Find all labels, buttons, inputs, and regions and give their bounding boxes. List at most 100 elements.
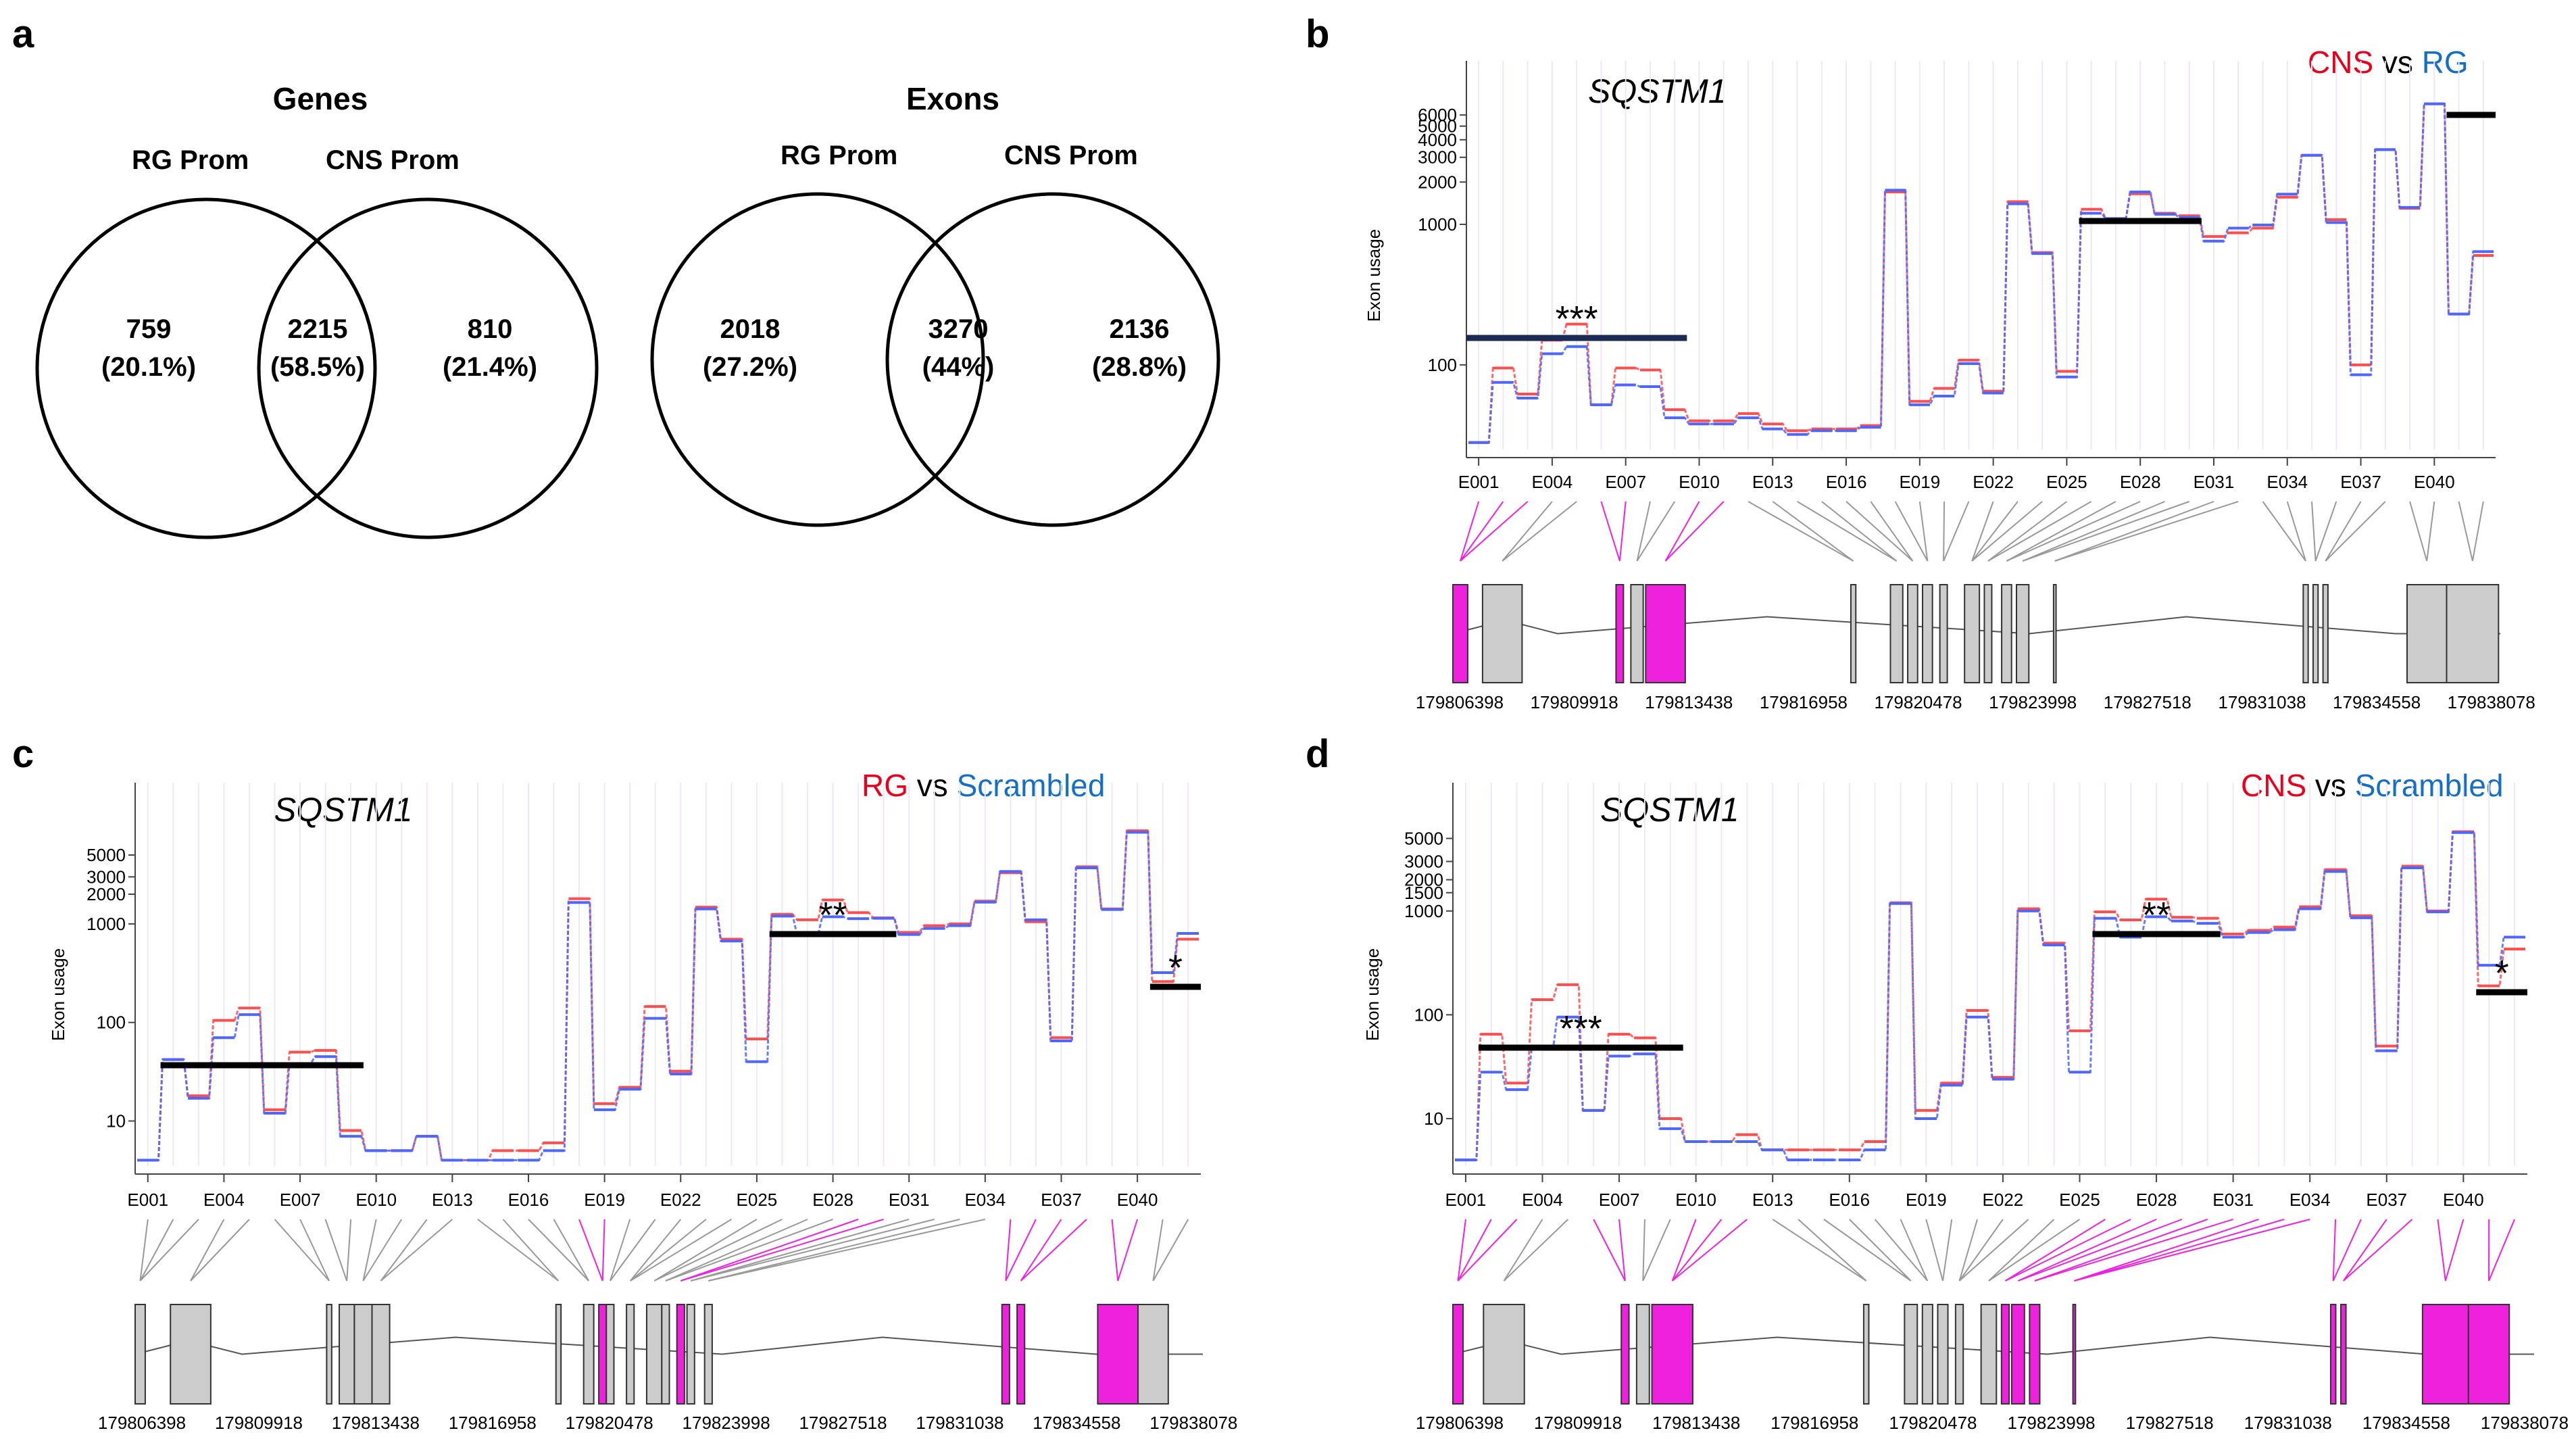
exon-connector <box>346 1219 352 1282</box>
exon-connector <box>139 1219 149 1282</box>
exon-box <box>371 1304 391 1405</box>
exon-box <box>1980 1304 1998 1405</box>
genomic-coordinate-label: 179806398 <box>98 1413 186 1433</box>
x-tick-label: E037 <box>1041 1190 1082 1210</box>
x-tick-label: E028 <box>812 1190 853 1210</box>
y-tick-label: 5000 <box>1404 828 1443 848</box>
significance-label: ** <box>819 895 847 935</box>
exon-box <box>1862 1304 1870 1405</box>
genomic-coordinate-label: 179831038 <box>916 1413 1004 1433</box>
x-tick-label: E001 <box>1458 472 1500 492</box>
exon-box <box>326 1304 332 1405</box>
exon-connector <box>2325 501 2362 562</box>
exon-box <box>583 1304 595 1405</box>
venn-exons-right-circle <box>885 192 1220 527</box>
venn-exons-left-count: 2018 <box>720 314 781 344</box>
x-tick-label: E016 <box>508 1190 549 1210</box>
x-tick-label: E040 <box>1117 1190 1158 1210</box>
exon-connector <box>2286 501 2306 562</box>
exon-connector <box>1988 1219 2055 1282</box>
exon-connector <box>680 1219 859 1282</box>
genomic-coordinate-label: 179831038 <box>2218 692 2306 712</box>
exon-connector <box>609 1219 631 1282</box>
exon-connector <box>2022 501 2190 562</box>
x-tick-label: E040 <box>2414 472 2455 492</box>
comparison-second: Scrambled <box>2355 768 2504 803</box>
exon-connector <box>690 1219 910 1282</box>
venn-exons-title: Exons <box>906 81 999 116</box>
exon-box <box>2446 584 2500 683</box>
significance-label: *** <box>1560 1008 1602 1049</box>
exon-connector <box>1894 501 1929 562</box>
y-tick-label: 100 <box>97 1013 126 1033</box>
venn-genes-both-pct: (58.5%) <box>270 352 365 382</box>
panel-label-c: c <box>12 732 34 776</box>
exon-connector <box>1111 1219 1119 1282</box>
exon-connector <box>1772 501 1854 562</box>
venn-genes-right-circle <box>257 197 599 539</box>
exon-connector <box>1502 501 1553 562</box>
exon-box <box>1889 584 1904 683</box>
exon-connector <box>630 1219 732 1282</box>
x-tick-label: E025 <box>737 1190 778 1210</box>
series-line-rg <box>137 829 1199 1162</box>
y-tick-label: 2000 <box>86 884 126 904</box>
exon-box <box>134 1304 146 1405</box>
x-tick-label: E025 <box>2059 1190 2100 1210</box>
exon-connector <box>2074 1219 2259 1282</box>
exon-connector <box>2332 1219 2337 1282</box>
exon-connector <box>2332 1219 2362 1282</box>
significance-label: * <box>1168 948 1183 988</box>
x-tick-label: E004 <box>1532 472 1573 492</box>
exon-connector <box>139 1219 174 1282</box>
y-tick-label: 5000 <box>86 845 126 865</box>
exon-box <box>2302 584 2309 683</box>
exon-box <box>686 1304 695 1405</box>
exon-connector <box>2444 1219 2464 1282</box>
x-tick-label: E007 <box>1605 472 1646 492</box>
genomic-coordinate-label: 179813438 <box>332 1413 420 1433</box>
x-tick-label: E022 <box>1973 472 2014 492</box>
genomic-coordinate-label: 179834558 <box>2362 1413 2450 1433</box>
venn-exons-both-pct: (44%) <box>922 352 995 382</box>
exon-box <box>2322 584 2329 683</box>
x-tick-label: E031 <box>2194 472 2235 492</box>
venn-exons-left-label: RG Prom <box>781 141 897 170</box>
exon-connector <box>680 1219 884 1282</box>
venn-exons-left-circle <box>650 192 985 527</box>
exon-connector <box>1020 1219 1062 1282</box>
y-tick-label: 10 <box>1424 1108 1443 1129</box>
x-tick-label: E004 <box>203 1190 245 1210</box>
x-tick-label: E019 <box>1906 1190 1947 1210</box>
exon-connector <box>528 1219 589 1282</box>
exon-connector <box>1152 1219 1164 1282</box>
x-tick-label: E034 <box>964 1190 1006 1210</box>
exon-box <box>661 1304 670 1405</box>
genomic-coordinate-label: 179809918 <box>1531 692 1618 712</box>
x-tick-label: E019 <box>1899 472 1940 492</box>
exon-connector <box>1502 501 1577 562</box>
exon-box <box>1921 1304 1933 1405</box>
exon-connector <box>1987 501 2068 562</box>
exon-box <box>2016 584 2030 683</box>
genomic-coordinate-label: 179827518 <box>2126 1413 2214 1433</box>
exon-box <box>1850 584 1857 683</box>
comparison-vs: vs <box>2306 768 2355 803</box>
x-tick-label: E034 <box>2267 472 2308 492</box>
exon-box <box>2072 1304 2077 1405</box>
genomic-coordinate-label: 179816958 <box>1770 1413 1858 1433</box>
y-axis-label: Exon usage <box>1362 948 1383 1041</box>
exon-connector <box>1457 1219 1518 1282</box>
genomic-coordinate-label: 179831038 <box>2244 1413 2332 1433</box>
exon-connector <box>2343 1219 2387 1282</box>
genomic-coordinate-label: 179820478 <box>1874 692 1962 712</box>
genomic-coordinate-label: 179806398 <box>1416 1413 1504 1433</box>
x-tick-label: E010 <box>1679 472 1720 492</box>
y-tick-label: 100 <box>1414 1004 1443 1025</box>
exon-connector <box>1823 1219 1912 1282</box>
exon-box <box>1001 1304 1010 1405</box>
exon-box <box>1097 1304 1139 1405</box>
